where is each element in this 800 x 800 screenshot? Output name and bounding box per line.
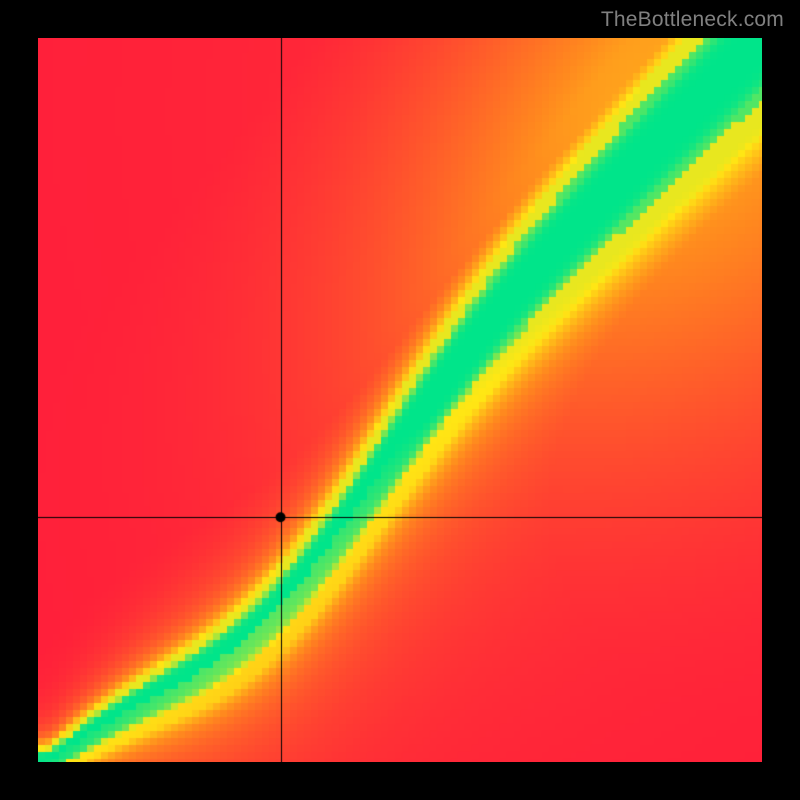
watermark-text: TheBottleneck.com [601, 8, 784, 32]
heatmap-canvas [38, 38, 762, 762]
heatmap-plot [38, 38, 762, 762]
